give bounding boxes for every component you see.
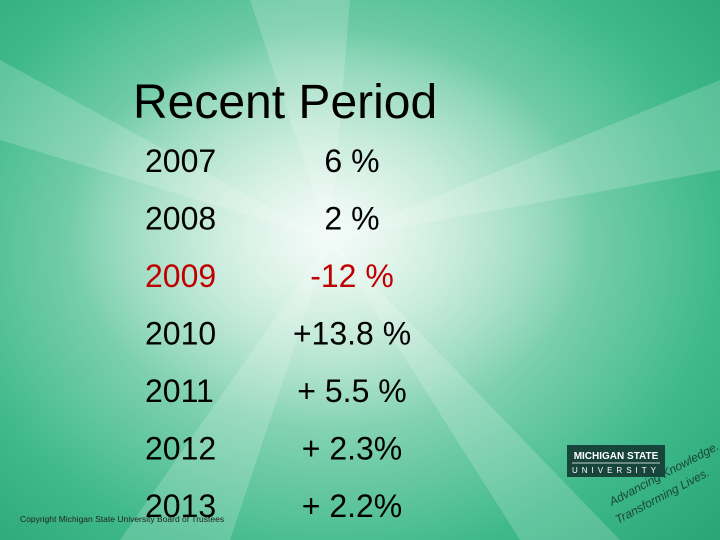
year-cell: 2007 bbox=[145, 143, 216, 179]
year-cell: 2012 bbox=[145, 431, 216, 467]
logo-university: UNIVERSITY bbox=[572, 466, 660, 475]
slide-title: Recent Period bbox=[133, 76, 437, 129]
change-cell: +13.8 % bbox=[293, 316, 411, 352]
year-cell: 2010 bbox=[145, 316, 216, 352]
change-cell: + 2.2% bbox=[302, 488, 403, 524]
year-cell: 2011 bbox=[145, 373, 214, 409]
logo-box bbox=[567, 445, 665, 477]
change-cell: + 2.3% bbox=[302, 431, 403, 467]
change-cell: 6 % bbox=[324, 143, 379, 179]
change-cell: -12 % bbox=[310, 258, 394, 294]
data-table: 2007 6 % 2008 2 % 2009 -12 % 2010 +13.8 % 2011 + … bbox=[145, 143, 411, 524]
year-cell: 2008 bbox=[145, 201, 216, 237]
change-cell: + 5.5 % bbox=[297, 373, 406, 409]
year-cell: 2013 bbox=[145, 488, 216, 524]
logo-name: MICHIGAN STATE bbox=[574, 451, 659, 462]
copyright: Copyright Michigan State University Boar… bbox=[20, 514, 224, 524]
year-cell: 2009 bbox=[145, 258, 216, 294]
change-cell: 2 % bbox=[324, 201, 379, 237]
